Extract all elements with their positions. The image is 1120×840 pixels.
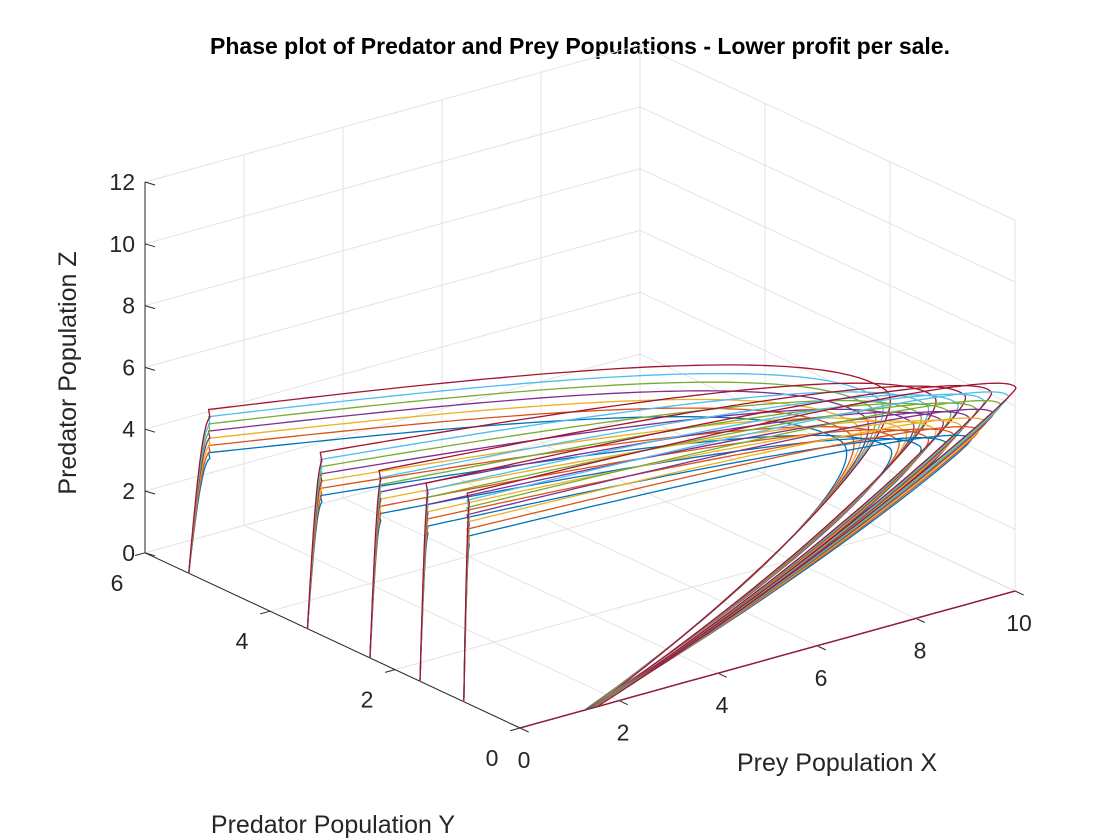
grid-line-side-z [639,106,1016,283]
trajectory-curve [306,382,937,709]
trajectory-curves [188,364,1017,729]
grid-line-back-z [144,106,641,245]
z-tick-label: 12 [109,169,135,195]
z-tick [144,181,156,186]
trajectory-curve [419,384,993,708]
trajectory-curve [463,434,972,710]
grid-line-side-z [639,229,1016,407]
x-tick-label: 2 [617,720,630,746]
trajectory-curve [463,391,1010,708]
y-tick-label: 2 [361,687,374,713]
grid-line-side-z [639,353,1016,530]
x-axis-label: Prey Population X [737,749,937,777]
tick-labels: 0 2 4 6 8 10 0 2 4 6 0 2 4 6 8 10 12 [109,169,1031,773]
x-tick [915,617,925,623]
x-tick [816,645,826,651]
trajectory-curve [419,393,985,708]
x-tick-label: 6 [815,665,828,691]
y-axis-label: Predator Population Y [211,811,455,839]
grid-line-back-z [144,44,641,183]
z-tick-label: 6 [122,354,135,380]
trajectory-curve [463,382,1017,708]
trajectory-curve [419,410,970,709]
grid-line-floor-x [243,524,620,702]
z-tick-label: 10 [109,231,135,257]
grid-line-side-z [639,44,1016,221]
y-tick [509,727,521,732]
z-tick-label: 8 [122,293,135,319]
x-tick [1014,590,1024,596]
trajectory-curve [369,385,967,709]
x-tick-label: 4 [716,692,729,718]
z-tick [144,552,156,557]
x-tick [519,727,529,733]
x-tick-label: 8 [914,637,927,663]
x-tick [717,672,727,678]
grid-line-floor-y [269,473,766,612]
z-tick-label: 0 [122,540,135,566]
trajectory-curve [419,428,956,710]
grid-line-side-z [639,415,1016,592]
trajectory-curve [419,419,963,709]
grid-line-back-z [144,229,641,368]
grid-line-floor-x [342,497,719,674]
grid-line-side-z [639,168,1016,345]
grid-line-back-z [144,291,641,430]
z-tick [144,366,156,371]
y-tick-label: 4 [236,628,249,654]
y-tick [259,610,271,615]
z-tick [144,490,156,495]
y-axis-line [144,552,521,729]
x-tick-label: 10 [1006,610,1032,636]
grid-line-back-z [144,168,641,307]
trajectory-curve [188,390,870,710]
chart-title: Phase plot of Predator and Prey Populati… [210,33,950,59]
trajectory-curve [188,407,855,711]
y-tick [134,552,146,557]
y-tick-label: 0 [486,745,499,771]
x-tick [618,700,628,706]
trajectory-curve [188,364,892,709]
grid-line-back-z [144,353,641,492]
trajectory-curve [188,372,884,710]
grid-lines [144,44,1016,729]
trajectory-curve [419,402,978,709]
y-tick-label: 6 [111,570,124,596]
z-tick-label: 4 [122,416,135,442]
trajectory-base-line [519,590,1016,729]
grid-line-floor-x [441,470,818,647]
x-tick-label: 0 [518,747,531,773]
z-tick [144,428,156,433]
trajectory-curve [463,417,987,709]
z-tick [144,243,156,248]
z-tick-label: 2 [122,478,135,504]
trajectory-curve [463,425,980,709]
trajectory-curve [463,399,1002,708]
y-tick [384,669,396,673]
z-tick [144,305,156,310]
z-axis-label: Predator Population Z [54,251,82,494]
trajectory-curve [463,408,995,709]
